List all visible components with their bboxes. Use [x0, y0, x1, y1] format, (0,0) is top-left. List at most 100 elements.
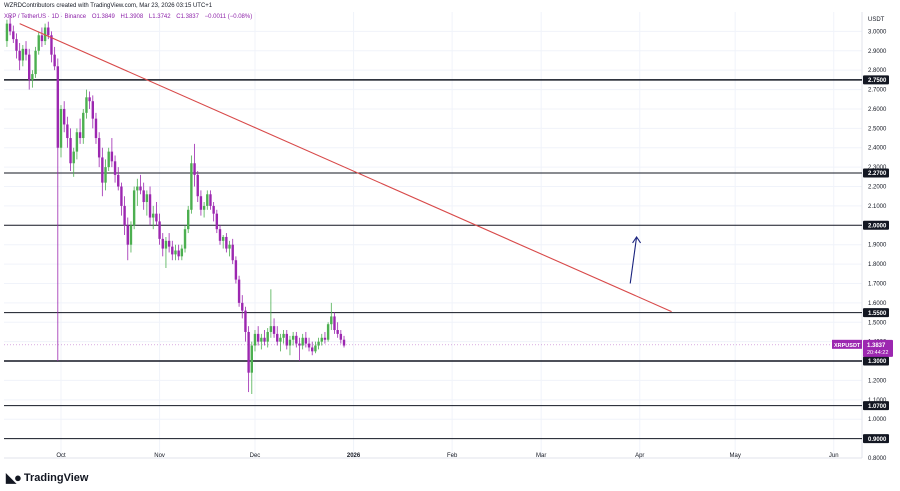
candle-body [317, 341, 320, 346]
candle-body [75, 132, 79, 152]
level-tag-bg [863, 308, 889, 318]
candle-body [59, 108, 63, 148]
price-tick-label: 3.0000 [868, 29, 887, 35]
candle-body [221, 236, 225, 241]
price-tick-label: 1.8000 [868, 262, 887, 268]
price-tick-label: 1.5000 [868, 320, 887, 326]
price-tick-label: 1.1000 [868, 398, 887, 404]
time-tick-label: Jun [829, 453, 839, 459]
candle-body [196, 174, 199, 197]
candle-body [136, 186, 139, 191]
candle-body [298, 343, 301, 346]
price-tick-label: 2.5000 [868, 126, 887, 132]
tradingview-logo-text: TradingView [23, 472, 89, 484]
candle-body [244, 310, 247, 332]
candle-body [266, 331, 269, 342]
candle-body [24, 48, 28, 55]
candle-body [164, 240, 168, 249]
candle-body [148, 194, 152, 218]
symbol-legend[interactable]: XRP / TetherUS · 1D · Binance O1.3849 H1… [4, 14, 256, 20]
chart-credit: WZRDContributors created with TradingVie… [4, 3, 213, 9]
drawings [19, 23, 672, 313]
candle-body [167, 240, 171, 247]
candle-body [260, 337, 263, 342]
trendline [19, 23, 672, 313]
price-tick-label: 2.6000 [868, 107, 887, 113]
price-tick-label: 2.2000 [868, 185, 887, 191]
level-tag-bg [863, 168, 889, 178]
price-tick-label: 1.9000 [868, 243, 887, 249]
candle-body [94, 118, 98, 139]
ohlc-low: L1.3742 [148, 14, 171, 20]
current-price-tag-bg [863, 339, 893, 357]
candle-body [250, 345, 253, 373]
candle-body [288, 339, 292, 346]
candle-body [5, 23, 9, 42]
price-tick-label: 1.6000 [868, 301, 887, 307]
candle-body [62, 108, 66, 125]
candle-body [161, 238, 164, 249]
price-tick-label: 0.8000 [868, 456, 887, 462]
arrow-shaft [629, 236, 638, 284]
candle-body [53, 54, 56, 67]
candle-body [78, 132, 82, 139]
candle-body [218, 229, 222, 241]
candle-body [228, 244, 231, 249]
level-tags: 2.7500 2.2700 2.0000 1.5500 1.3000 1.0700 0.90… [863, 75, 889, 444]
time-tick-label: Feb [447, 453, 458, 459]
candle-body [97, 138, 101, 158]
level-tag-label: 2.2700 [868, 171, 887, 177]
candle-body [18, 50, 21, 61]
candle-body [209, 194, 212, 206]
candle-body [8, 23, 12, 32]
symbol-name[interactable]: XRP / TetherUS · 1D · Binance [4, 14, 87, 20]
candle-body [50, 35, 53, 55]
candle-body [285, 333, 288, 346]
candle-body [177, 250, 180, 257]
candle-body [152, 213, 155, 218]
price-tick-label: 1.7000 [868, 281, 887, 287]
candle-body [40, 35, 44, 42]
candle-body [107, 151, 110, 168]
candle-body [66, 124, 69, 139]
ohlc-close: C1.3837 [176, 14, 199, 20]
candle-body [28, 54, 31, 80]
candle-body [31, 74, 34, 80]
currency-label[interactable]: USDT [868, 17, 885, 23]
arrow-head [632, 235, 642, 244]
candle-body [320, 337, 323, 342]
candle-body [91, 101, 94, 119]
candle-body [88, 97, 91, 102]
candle-body [129, 225, 133, 245]
candle-body [202, 205, 206, 210]
candle-body [174, 250, 177, 255]
candle-body [104, 167, 107, 183]
candle-body [85, 97, 88, 113]
chart-grid [4, 12, 862, 459]
level-tag-label: 1.5500 [868, 311, 887, 317]
level-tag-bg [863, 75, 889, 85]
candle-body [183, 229, 187, 249]
candle-body [193, 163, 196, 175]
candle-body [295, 335, 298, 344]
candle-body [126, 225, 129, 245]
candle-body [37, 35, 40, 51]
time-tick-label: Oct [56, 453, 66, 459]
candle-body [206, 194, 209, 206]
candle-body [113, 161, 117, 175]
candle-body [336, 330, 339, 334]
price-tick-label: 2.7000 [868, 88, 887, 94]
horizontal-levels [4, 79, 862, 440]
price-tick-label: 2.9000 [868, 49, 887, 55]
candle-body [311, 347, 314, 352]
candle-body [139, 186, 142, 191]
tradingview-logo[interactable]: ◣● TradingView [6, 470, 88, 486]
candle-body [291, 335, 295, 340]
candle-body [212, 205, 215, 214]
candle-body [237, 279, 241, 303]
candle-body [101, 157, 104, 183]
candle-body [276, 333, 279, 342]
candle-body [241, 302, 244, 311]
level-tag-label: 0.9000 [868, 437, 887, 443]
